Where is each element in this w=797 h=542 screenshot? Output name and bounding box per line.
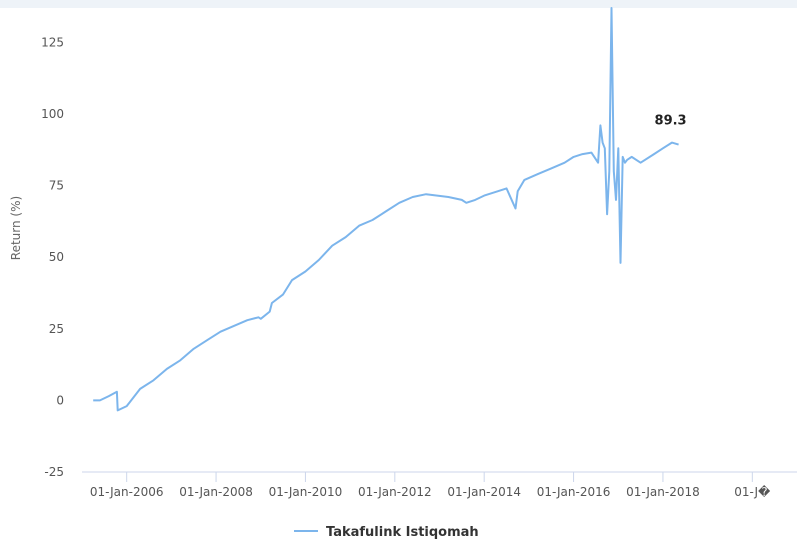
- top-decor-band: [0, 0, 797, 8]
- x-tick-label: 01-Jan-2018: [626, 485, 700, 499]
- x-tick-label: 01-Jan-2016: [537, 485, 611, 499]
- y-tick-label: 75: [49, 179, 64, 193]
- y-tick-label: -25: [44, 465, 64, 479]
- x-tick-label: 01-Jan-2010: [269, 485, 343, 499]
- series-line[interactable]: [93, 7, 679, 412]
- legend[interactable]: Takafulink Istiqomah: [294, 525, 479, 540]
- x-tick-label: 01-Jan-2012: [358, 485, 432, 499]
- x-tick-label: 01-Jan-2014: [447, 485, 521, 499]
- y-tick-label: 50: [49, 250, 64, 264]
- y-tick-label: 0: [56, 393, 64, 407]
- x-tick-label: 01-Jan-2008: [179, 485, 253, 499]
- y-axis-title: Return (%): [9, 196, 23, 260]
- series-layer: [93, 7, 679, 412]
- last-value-label: 89.3: [655, 114, 687, 129]
- legend-series-label[interactable]: Takafulink Istiqomah: [326, 525, 479, 540]
- y-axis: -25 0 25 50 75 100 125: [41, 35, 64, 479]
- y-tick-label: 125: [41, 35, 64, 49]
- y-tick-label: 25: [49, 322, 64, 336]
- x-tick-label: 01-J�: [734, 485, 771, 499]
- x-axis: 01-Jan-2006 01-Jan-2008 01-Jan-2010 01-Jan-…: [82, 471, 797, 499]
- y-tick-label: 100: [41, 107, 64, 121]
- x-tick-label: 01-Jan-2006: [90, 485, 164, 499]
